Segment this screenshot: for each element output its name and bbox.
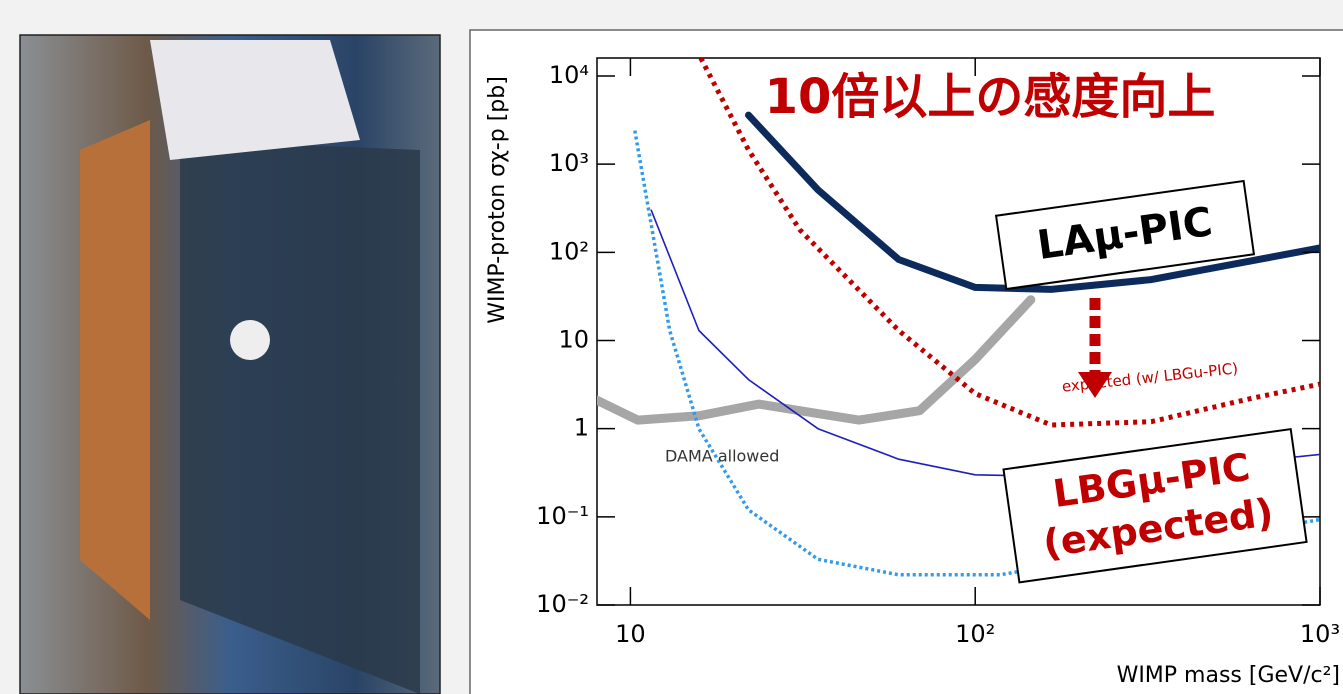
- headline: 10倍以上の感度向上: [765, 69, 1216, 125]
- slide: WIMP mass [GeV/c²] WIMP-proton σχ-p [pb]…: [0, 0, 1343, 694]
- annotation: DAMA allowed: [665, 447, 779, 466]
- x-tick-label: 10³: [1300, 620, 1340, 648]
- y-tick-label: 1: [574, 414, 589, 442]
- y-axis-label: WIMP-proton σχ-p [pb]: [485, 76, 510, 324]
- y-tick-label: 10⁻¹: [536, 502, 589, 530]
- x-tick-label: 10: [615, 620, 646, 648]
- y-tick-label: 10⁻²: [536, 590, 589, 618]
- y-tick-label: 10⁴: [549, 61, 589, 89]
- photo: [20, 35, 440, 694]
- page: WIMP mass [GeV/c²] WIMP-proton σχ-p [pb]…: [0, 0, 1343, 694]
- y-tick-label: 10: [558, 325, 589, 353]
- x-tick-label: 10²: [955, 620, 995, 648]
- y-tick-label: 10²: [549, 237, 589, 265]
- y-tick-label: 10³: [549, 149, 589, 177]
- x-axis-label: WIMP mass [GeV/c²]: [1117, 663, 1340, 688]
